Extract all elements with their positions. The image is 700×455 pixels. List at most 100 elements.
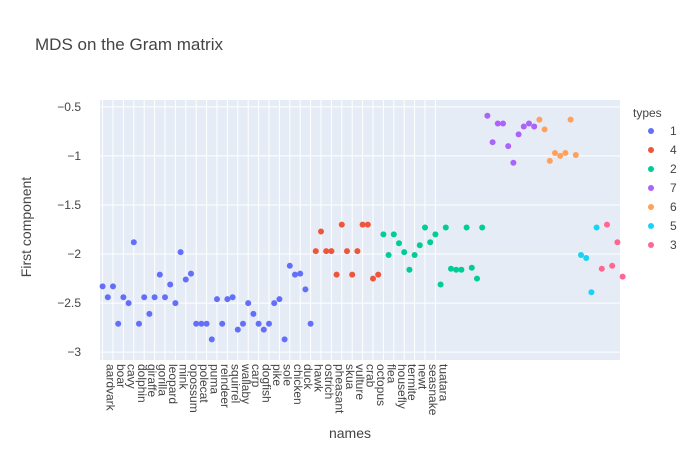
- data-point[interactable]: [224, 296, 231, 303]
- data-point[interactable]: [416, 242, 423, 249]
- data-point[interactable]: [354, 248, 361, 255]
- legend-item[interactable]: 3: [648, 238, 677, 252]
- data-point[interactable]: [234, 326, 241, 333]
- data-point[interactable]: [307, 320, 314, 327]
- data-point[interactable]: [177, 249, 184, 256]
- data-point[interactable]: [328, 248, 335, 255]
- data-point[interactable]: [333, 271, 340, 278]
- data-point[interactable]: [614, 239, 621, 246]
- data-point[interactable]: [468, 264, 475, 271]
- data-point[interactable]: [432, 231, 439, 238]
- data-point[interactable]: [567, 116, 574, 123]
- data-point[interactable]: [598, 265, 605, 272]
- data-point[interactable]: [286, 262, 293, 269]
- data-point[interactable]: [312, 248, 319, 255]
- data-point[interactable]: [125, 300, 132, 307]
- data-point[interactable]: [453, 266, 460, 273]
- data-point[interactable]: [229, 294, 236, 301]
- data-point[interactable]: [583, 254, 590, 261]
- data-point[interactable]: [110, 283, 116, 290]
- data-point[interactable]: [250, 310, 257, 317]
- data-point[interactable]: [572, 151, 579, 158]
- data-point[interactable]: [297, 270, 304, 277]
- data-point[interactable]: [151, 294, 158, 301]
- data-point[interactable]: [266, 320, 272, 327]
- data-point[interactable]: [375, 271, 382, 278]
- data-point[interactable]: [146, 310, 153, 317]
- data-point[interactable]: [536, 116, 543, 123]
- data-point[interactable]: [120, 294, 127, 301]
- data-point[interactable]: [156, 271, 163, 278]
- data-point[interactable]: [526, 120, 532, 127]
- data-point[interactable]: [510, 159, 517, 166]
- data-point[interactable]: [323, 248, 330, 255]
- data-point[interactable]: [188, 270, 194, 277]
- data-point[interactable]: [619, 273, 626, 280]
- data-point[interactable]: [448, 265, 454, 272]
- data-point[interactable]: [411, 252, 418, 259]
- data-point[interactable]: [208, 336, 215, 343]
- data-point[interactable]: [541, 126, 548, 133]
- data-point[interactable]: [609, 262, 616, 269]
- data-point[interactable]: [437, 281, 444, 288]
- data-point[interactable]: [515, 131, 522, 138]
- data-point[interactable]: [500, 120, 506, 127]
- data-point[interactable]: [390, 231, 397, 238]
- data-point[interactable]: [203, 320, 210, 327]
- data-point[interactable]: [115, 320, 122, 327]
- data-point[interactable]: [318, 228, 324, 235]
- data-point[interactable]: [193, 320, 200, 327]
- data-point[interactable]: [167, 281, 174, 288]
- data-point[interactable]: [479, 224, 486, 231]
- data-point[interactable]: [104, 294, 111, 301]
- data-point[interactable]: [489, 139, 496, 146]
- data-point[interactable]: [219, 320, 226, 327]
- legend-item[interactable]: 1: [648, 124, 677, 138]
- data-point[interactable]: [255, 320, 262, 327]
- data-point[interactable]: [240, 320, 246, 327]
- data-point[interactable]: [260, 326, 267, 333]
- data-point[interactable]: [182, 276, 189, 283]
- data-point[interactable]: [271, 300, 278, 307]
- data-point[interactable]: [364, 221, 371, 228]
- data-point[interactable]: [214, 296, 220, 303]
- data-point[interactable]: [552, 149, 558, 156]
- data-point[interactable]: [370, 275, 376, 282]
- data-point[interactable]: [494, 120, 501, 127]
- data-point[interactable]: [385, 252, 392, 259]
- data-point[interactable]: [141, 294, 148, 301]
- data-point[interactable]: [276, 296, 283, 303]
- data-point[interactable]: [380, 231, 387, 238]
- legend-item[interactable]: 5: [648, 219, 677, 233]
- data-point[interactable]: [302, 286, 309, 293]
- data-point[interactable]: [359, 221, 366, 228]
- data-point[interactable]: [505, 143, 512, 150]
- data-point[interactable]: [531, 123, 538, 130]
- data-point[interactable]: [458, 266, 465, 273]
- data-point[interactable]: [349, 271, 356, 278]
- legend[interactable]: types 1 4 2 7 6 5 3: [633, 106, 677, 252]
- data-point[interactable]: [198, 320, 205, 327]
- data-point[interactable]: [172, 300, 179, 307]
- data-point[interactable]: [344, 248, 350, 255]
- legend-item[interactable]: 7: [648, 181, 677, 195]
- data-point[interactable]: [245, 300, 252, 307]
- data-point[interactable]: [474, 275, 480, 282]
- data-point[interactable]: [422, 224, 428, 231]
- data-point[interactable]: [401, 249, 408, 256]
- data-point[interactable]: [557, 152, 564, 159]
- data-point[interactable]: [162, 294, 168, 301]
- data-point[interactable]: [588, 289, 595, 296]
- data-point[interactable]: [130, 239, 137, 246]
- data-point[interactable]: [578, 252, 584, 259]
- legend-items[interactable]: 1 4 2 7 6 5 3: [648, 124, 677, 252]
- data-point[interactable]: [281, 336, 288, 343]
- data-point[interactable]: [442, 224, 449, 231]
- data-point[interactable]: [593, 224, 600, 231]
- data-point[interactable]: [427, 239, 434, 246]
- data-point[interactable]: [396, 240, 402, 247]
- data-point[interactable]: [292, 271, 298, 278]
- data-point[interactable]: [604, 221, 610, 228]
- legend-item[interactable]: 4: [648, 143, 677, 157]
- legend-item[interactable]: 2: [648, 162, 677, 176]
